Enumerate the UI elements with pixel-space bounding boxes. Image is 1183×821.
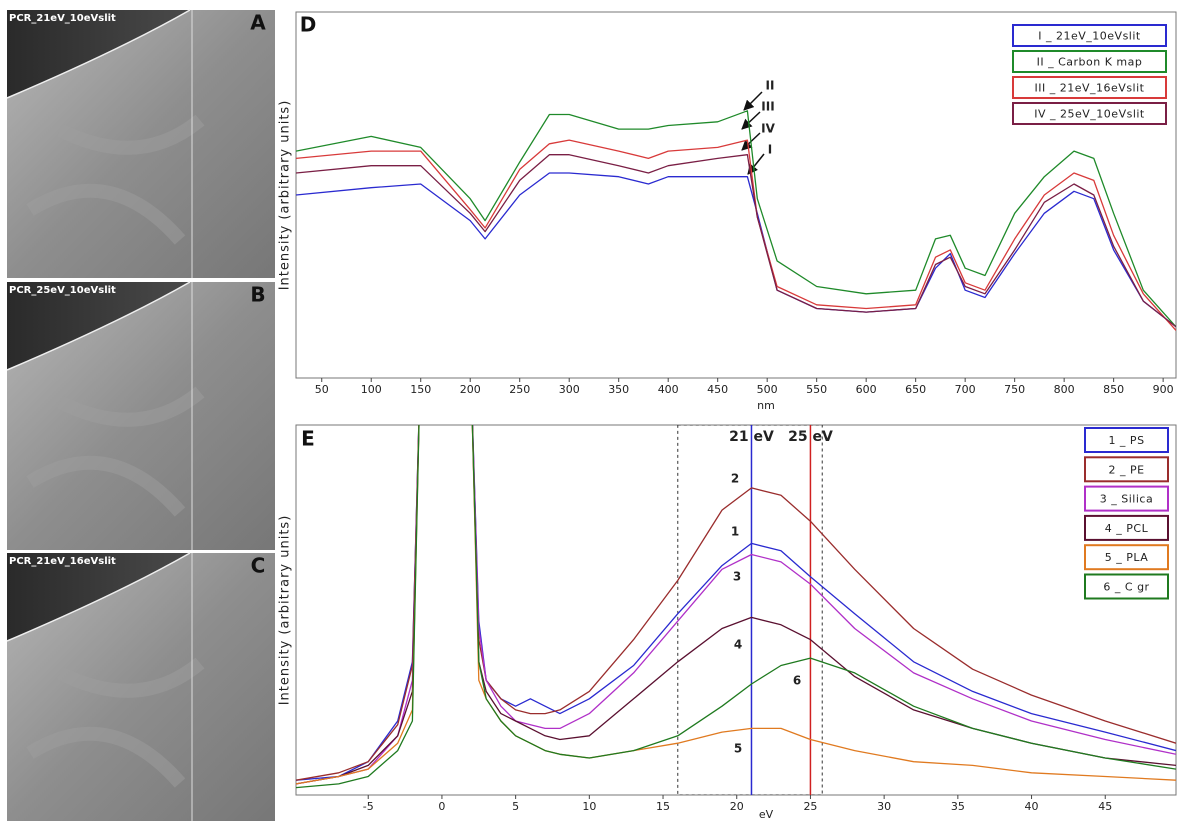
legend-box (1084, 573, 1169, 600)
curve-label: IV (761, 122, 775, 136)
dark-region (7, 553, 190, 641)
legend-label: IV _ 25eV_10eVslit (1034, 108, 1145, 121)
series-line (296, 110, 1176, 328)
curve-label: I (768, 143, 772, 157)
x-tick-label: 400 (658, 383, 679, 396)
legend-label: 6 _ C gr (1103, 581, 1149, 594)
x-tick-label: 750 (1004, 383, 1025, 396)
micrograph: PCR_21eV_16eVslit C (6, 552, 275, 821)
legend-box (1012, 76, 1167, 99)
x-tick-label: 30 (877, 800, 891, 813)
x-tick-label: 500 (757, 383, 778, 396)
micrograph: PCR_21eV_10eVslit A (6, 9, 275, 278)
x-tick-label: 20 (730, 800, 744, 813)
curve-label: 3 (733, 570, 741, 584)
panel-label: B (250, 283, 265, 307)
legend-label: III _ 21eV_16eVslit (1035, 82, 1145, 95)
series-line (296, 154, 1176, 328)
legend-label: 1 _ PS (1108, 434, 1144, 447)
x-tick-label: 800 (1054, 383, 1075, 396)
x-tick-label: 350 (608, 383, 629, 396)
x-tick-label: 25 (803, 800, 817, 813)
image-caption: PCR_21eV_16eVslit (9, 556, 116, 567)
legend-label: I _ 21eV_10eVslit (1038, 30, 1141, 43)
curve-label: 6 (793, 674, 801, 688)
window (677, 425, 823, 795)
texture (26, 657, 205, 788)
x-tick-label: 250 (509, 383, 530, 396)
curve-label: 5 (734, 742, 742, 756)
texture (26, 114, 205, 245)
arrow (741, 111, 761, 130)
plot-area (296, 425, 1176, 795)
panel-label: D (300, 13, 317, 37)
series-line (296, 425, 1176, 789)
plot-area (296, 110, 1176, 331)
legend-box (1084, 514, 1169, 541)
y-axis-label: Intensity (arbitrary units) (278, 515, 293, 706)
curve-label: 4 (734, 638, 742, 652)
legend-box (1084, 427, 1169, 453)
edge (6, 9, 191, 99)
x-tick-label: -5 (363, 800, 374, 813)
curve-label: 1 (731, 525, 739, 539)
panel-label: E (301, 427, 315, 451)
x-tick-label: 650 (905, 383, 926, 396)
x-tick-label: 35 (951, 800, 965, 813)
curve-label: III (761, 100, 774, 114)
legend-label: 5 _ PLA (1105, 551, 1149, 564)
micrograph: PCR_25eV_10eVslit B (6, 281, 275, 550)
edge (6, 552, 191, 642)
x-tick-label: 40 (1025, 800, 1039, 813)
x-tick-label: 100 (361, 383, 382, 396)
panel-label: A (250, 11, 266, 35)
curve-label: 2 (731, 472, 739, 486)
x-tick-label: 200 (460, 383, 481, 396)
legend-box (1012, 50, 1167, 73)
x-tick-label: 15 (656, 800, 670, 813)
x-tick-label: 550 (806, 383, 827, 396)
legend-box (1084, 456, 1169, 483)
edge (6, 281, 191, 371)
legend-label: II _ Carbon K map (1037, 56, 1143, 69)
x-tick-label: 900 (1153, 383, 1174, 396)
legend-label: 3 _ Silica (1100, 493, 1153, 506)
x-tick-label: 150 (410, 383, 431, 396)
x-tick-label: 450 (707, 383, 728, 396)
legend-box (1012, 102, 1167, 125)
x-tick-label: 600 (856, 383, 877, 396)
legend-box (1084, 544, 1169, 571)
marker-label: 21 eV (729, 429, 774, 445)
panel-label: C (251, 554, 266, 578)
legend-box (1084, 485, 1169, 512)
x-tick-label: 45 (1098, 800, 1112, 813)
arrow (747, 153, 765, 175)
y-axis-label: Intensity (arbitrary units) (278, 100, 293, 291)
series-line (296, 139, 1176, 331)
dark-region (7, 10, 190, 98)
legend-box (1012, 24, 1167, 47)
x-tick-label: 850 (1103, 383, 1124, 396)
legend-label: 2 _ PE (1108, 463, 1144, 476)
curve-label: II (766, 79, 775, 93)
dark-region (7, 282, 190, 370)
legend-label: 4 _ PCL (1105, 522, 1149, 535)
x-axis-label: nm (757, 399, 775, 412)
x-axis-label: eV (759, 808, 774, 821)
x-tick-label: 700 (955, 383, 976, 396)
x-tick-label: 5 (512, 800, 519, 813)
image-caption: PCR_21eV_10eVslit (9, 13, 116, 24)
x-tick-label: 0 (438, 800, 445, 813)
x-tick-label: 50 (315, 383, 329, 396)
x-tick-label: 10 (582, 800, 596, 813)
x-tick-label: 300 (559, 383, 580, 396)
texture (26, 386, 205, 517)
marker-label: 25 eV (788, 429, 833, 445)
arrow (743, 91, 763, 111)
image-caption: PCR_25eV_10eVslit (9, 285, 116, 296)
